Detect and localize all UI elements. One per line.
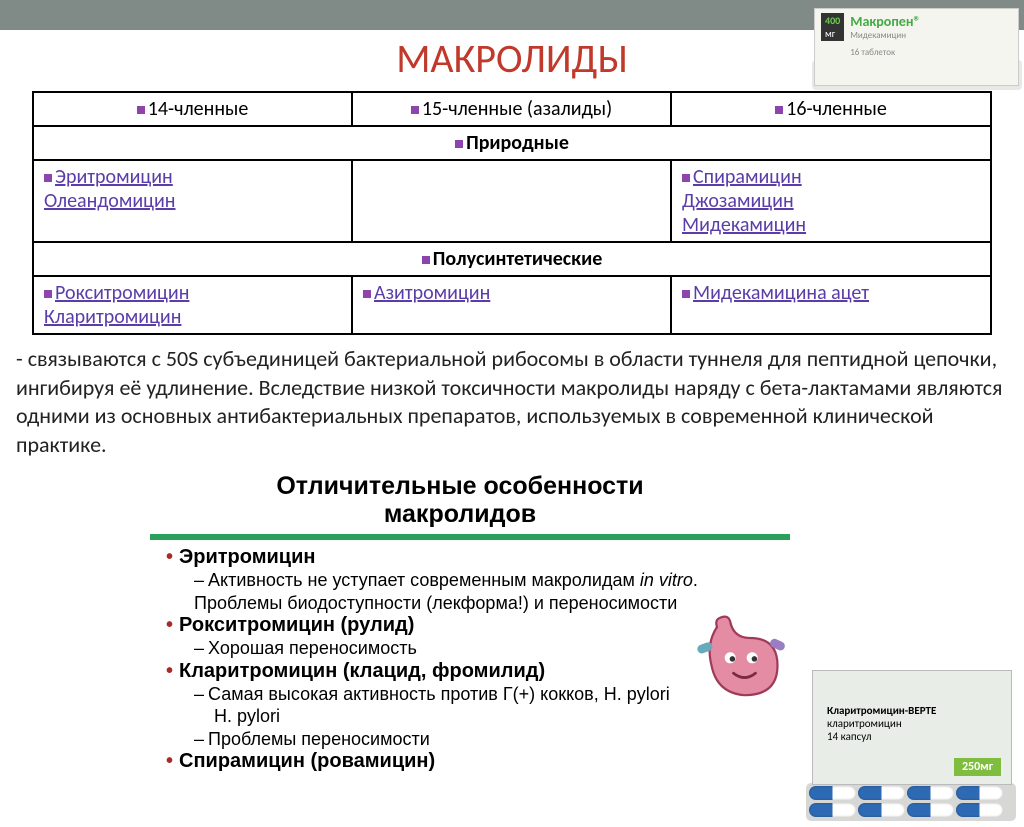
bottom-drug-package: Кларитромицин-ВЕРТЕ кларитромицин 14 кап… xyxy=(812,670,1012,785)
cell-semi-16: Мидекамицина ацет xyxy=(671,276,991,334)
capsule-blister-bottom xyxy=(806,783,1016,821)
dose-unit: мг xyxy=(825,27,835,40)
cell-natural-15 xyxy=(352,160,671,242)
features-list: •Эритромицин –Активность не уступает сов… xyxy=(150,546,770,773)
features-title: Отличительные особенности макролидов xyxy=(150,473,770,528)
cell-natural-16: Спирамицин Джозамицин Мидекамицин xyxy=(671,160,991,242)
cell-semi-15: Азитромицин xyxy=(352,276,671,334)
dose-badge: 400 мг xyxy=(821,13,844,41)
top-tablets-count: 16 таблеток xyxy=(850,47,920,58)
dose-number: 400 xyxy=(825,14,840,27)
classification-table: 14-членные 15-членные (азалиды) 16-членн… xyxy=(32,91,992,335)
header-col3: 16-членные xyxy=(671,92,991,126)
bottom-pack: 14 капсул xyxy=(827,730,1001,743)
section-semisynthetic: Полусинтетические xyxy=(33,242,991,276)
stomach-icon xyxy=(684,605,794,715)
header-col2: 15-членные (азалиды) xyxy=(352,92,671,126)
cell-natural-14: Эритромицин Олеандомицин xyxy=(33,160,352,242)
bottom-dose: 250мг xyxy=(954,758,1001,776)
features-block: Отличительные особенности макролидов •Эр… xyxy=(150,473,770,773)
bottom-generic: кларитромицин xyxy=(827,717,1001,730)
body-paragraph: - связываются с 50S субъединицей бактери… xyxy=(0,335,1024,459)
top-drug-package: 400 мг Макропен® Мидекамицин 16 таблеток xyxy=(814,8,1019,86)
section-natural: Природные xyxy=(33,126,991,160)
green-divider xyxy=(150,534,790,540)
cell-semi-14: Рокситромицин Кларитромицин xyxy=(33,276,352,334)
bottom-brand: Кларитромицин-ВЕРТЕ xyxy=(827,704,1001,717)
top-generic: Мидекамицин xyxy=(850,30,920,41)
top-brand: Макропен® xyxy=(850,13,920,30)
header-col1: 14-членные xyxy=(33,92,352,126)
